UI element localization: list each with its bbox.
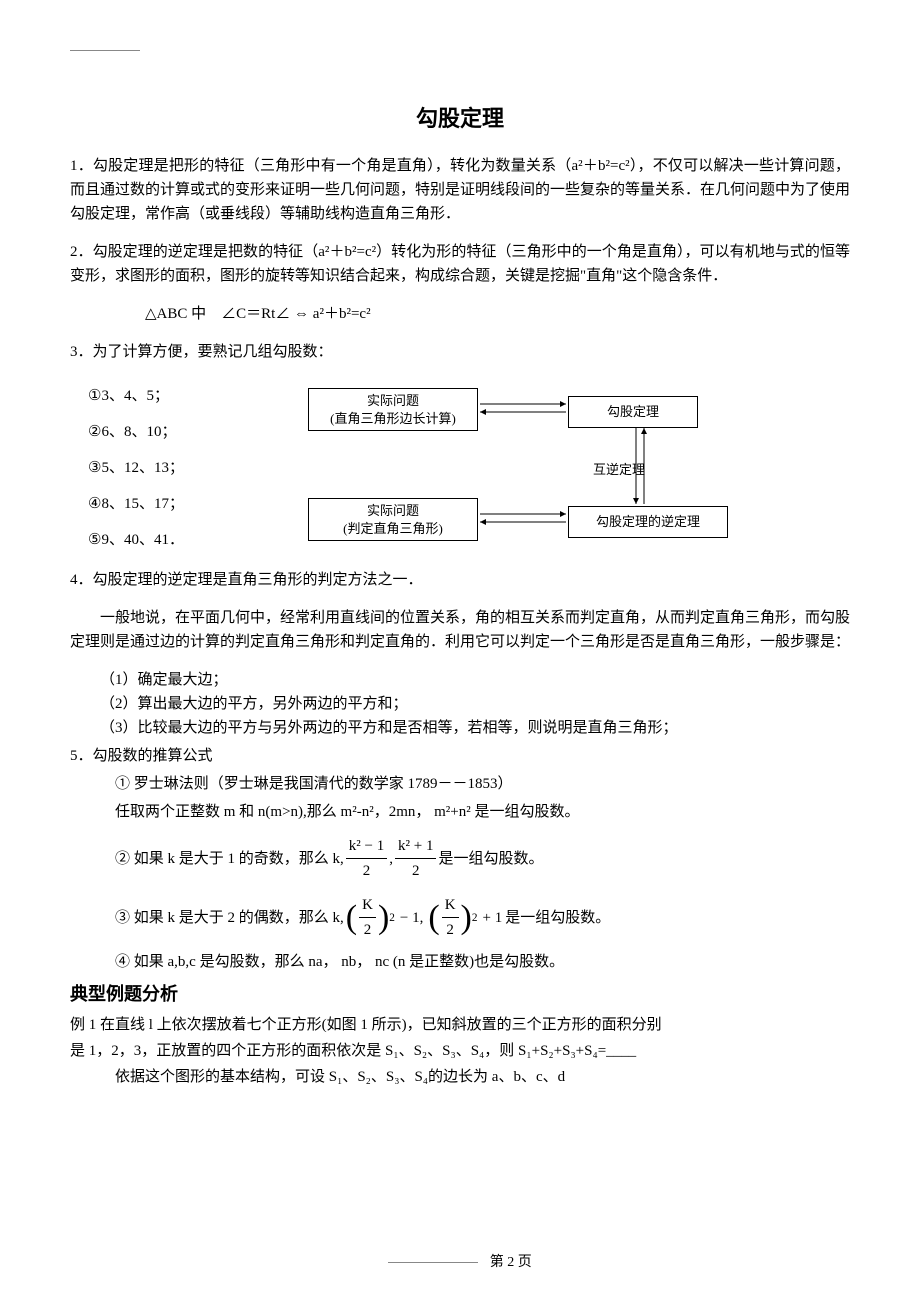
footer-rule: [388, 1262, 478, 1263]
rule-1: ① 罗士琳法则（罗士琳是我国清代的数学家 1789－－1853）: [115, 772, 850, 796]
paren-right: ): [378, 901, 389, 935]
step-1: （1）确定最大边；: [100, 668, 850, 692]
frac-num: k² + 1: [395, 834, 436, 859]
frac-den: 2: [359, 918, 376, 942]
paragraph-1: 1．勾股定理是把形的特征（三角形中有一个角是直角），转化为数量关系（a²＋b²=…: [70, 154, 850, 226]
rule-3: ③ 如果 k 是大于 2 的偶数，那么 k, ( K 2 ) 2 − 1, ( …: [115, 893, 850, 942]
rule-2-pre: ② 如果 k 是大于 1 的奇数，那么 k,: [115, 847, 344, 871]
header-rule: [70, 50, 140, 51]
fraction: K 2: [442, 893, 459, 942]
triple-item: ②6、8、10；: [88, 414, 248, 450]
diagram-box-problem-judge: 实际问题 (判定直角三角形): [308, 498, 478, 541]
frac-num: K: [442, 893, 459, 918]
paragraph-2: 2．勾股定理的逆定理是把数的特征（a²＋b²=c²）转化为形的特征（三角形中的一…: [70, 240, 850, 288]
fraction: k² + 1 2: [395, 834, 436, 883]
triples-list: ①3、4、5； ②6、8、10； ③5、12、13； ④8、15、17； ⑤9、…: [70, 378, 248, 558]
paragraph-6: 5．勾股数的推算公式: [70, 744, 850, 768]
triple-item: ④8、15、17；: [88, 486, 248, 522]
step-2: （2）算出最大边的平方，另外两边的平方和；: [100, 692, 850, 716]
paragraph-4: 4．勾股定理的逆定理是直角三角形的判定方法之一．: [70, 568, 850, 592]
rule-3-pre: ③ 如果 k 是大于 2 的偶数，那么 k,: [115, 906, 344, 930]
page: 勾股定理 1．勾股定理是把形的特征（三角形中有一个角是直角），转化为数量关系（a…: [0, 0, 920, 1302]
diagram-box-problem-calc: 实际问题 (直角三角形边长计算): [308, 388, 478, 431]
fraction: K 2: [359, 893, 376, 942]
example-1b: 是 1，2，3，正放置的四个正方形的面积依次是 S₁、S₂、S₃、S₄，则 S₁…: [70, 1039, 850, 1063]
rule-3-mid2: + 1: [482, 906, 502, 930]
comma: ,: [389, 847, 393, 871]
box-line: 实际问题: [313, 502, 473, 520]
paren-fraction: ( K 2 ) 2: [428, 893, 477, 942]
triple-item: ①3、4、5；: [88, 378, 248, 414]
paren-left: (: [346, 901, 357, 935]
paren-right: ): [461, 901, 472, 935]
rule-1b: 任取两个正整数 m 和 n(m>n),那么 m²-n²，2mn， m²+n² 是…: [115, 800, 850, 824]
triple-item: ③5、12、13；: [88, 450, 248, 486]
paragraph-5: 一般地说，在平面几何中，经常利用直线间的位置关系，角的相互关系而判定直角，从而判…: [70, 606, 850, 654]
paren-fraction: ( K 2 ) 2: [346, 893, 395, 942]
paren-left: (: [428, 901, 439, 935]
diagram-box-theorem: 勾股定理: [568, 396, 698, 428]
diagram-box-inverse: 勾股定理的逆定理: [568, 506, 728, 538]
example-1a: 例 1 在直线 l 上依次摆放着七个正方形(如图 1 所示)，已知斜放置的三个正…: [70, 1013, 850, 1037]
box-line: (直角三角形边长计算): [313, 410, 473, 428]
rule-2: ② 如果 k 是大于 1 的奇数，那么 k, k² − 1 2 , k² + 1…: [115, 834, 850, 883]
frac-num: k² − 1: [346, 834, 387, 859]
box-line: 实际问题: [313, 392, 473, 410]
rule-3-mid1: − 1,: [400, 906, 423, 930]
frac-den: 2: [346, 859, 387, 883]
fraction: k² − 1 2: [346, 834, 387, 883]
diagram-label-inverse: 互逆定理: [593, 460, 645, 481]
page-number: 第 2 页: [490, 1255, 532, 1270]
paragraph-3: 3．为了计算方便，要熟记几组勾股数：: [70, 340, 850, 364]
page-title: 勾股定理: [70, 101, 850, 136]
rule-2-post: 是一组勾股数。: [438, 847, 543, 871]
flow-diagram: 实际问题 (直角三角形边长计算) 勾股定理 实际问题 (判定直角三角形) 勾股定…: [288, 388, 850, 553]
triple-item: ⑤9、40、41．: [88, 522, 248, 558]
frac-den: 2: [442, 918, 459, 942]
center-formula: △ABC 中 ∠C＝Rt∠ ⇔ a²＋b²=c²: [70, 302, 850, 326]
frac-den: 2: [395, 859, 436, 883]
rule-3-post: 是一组勾股数。: [505, 906, 610, 930]
page-footer: 第 2 页: [0, 1252, 920, 1274]
frac-num: K: [359, 893, 376, 918]
rule-4: ④ 如果 a,b,c 是勾股数，那么 na， nb， nc (n 是正整数)也是…: [115, 950, 850, 974]
box-line: (判定直角三角形): [313, 520, 473, 538]
diagram-column: 实际问题 (直角三角形边长计算) 勾股定理 实际问题 (判定直角三角形) 勾股定…: [278, 378, 850, 553]
triples-and-diagram: ①3、4、5； ②6、8、10； ③5、12、13； ④8、15、17； ⑤9、…: [70, 378, 850, 558]
step-3: （3）比较最大边的平方与另外两边的平方和是否相等，若相等，则说明是直角三角形；: [100, 716, 850, 740]
section-heading: 典型例题分析: [70, 980, 850, 1009]
example-1c: 依据这个图形的基本结构，可设 S₁、S₂、S₃、S₄的边长为 a、b、c、d: [70, 1065, 850, 1089]
